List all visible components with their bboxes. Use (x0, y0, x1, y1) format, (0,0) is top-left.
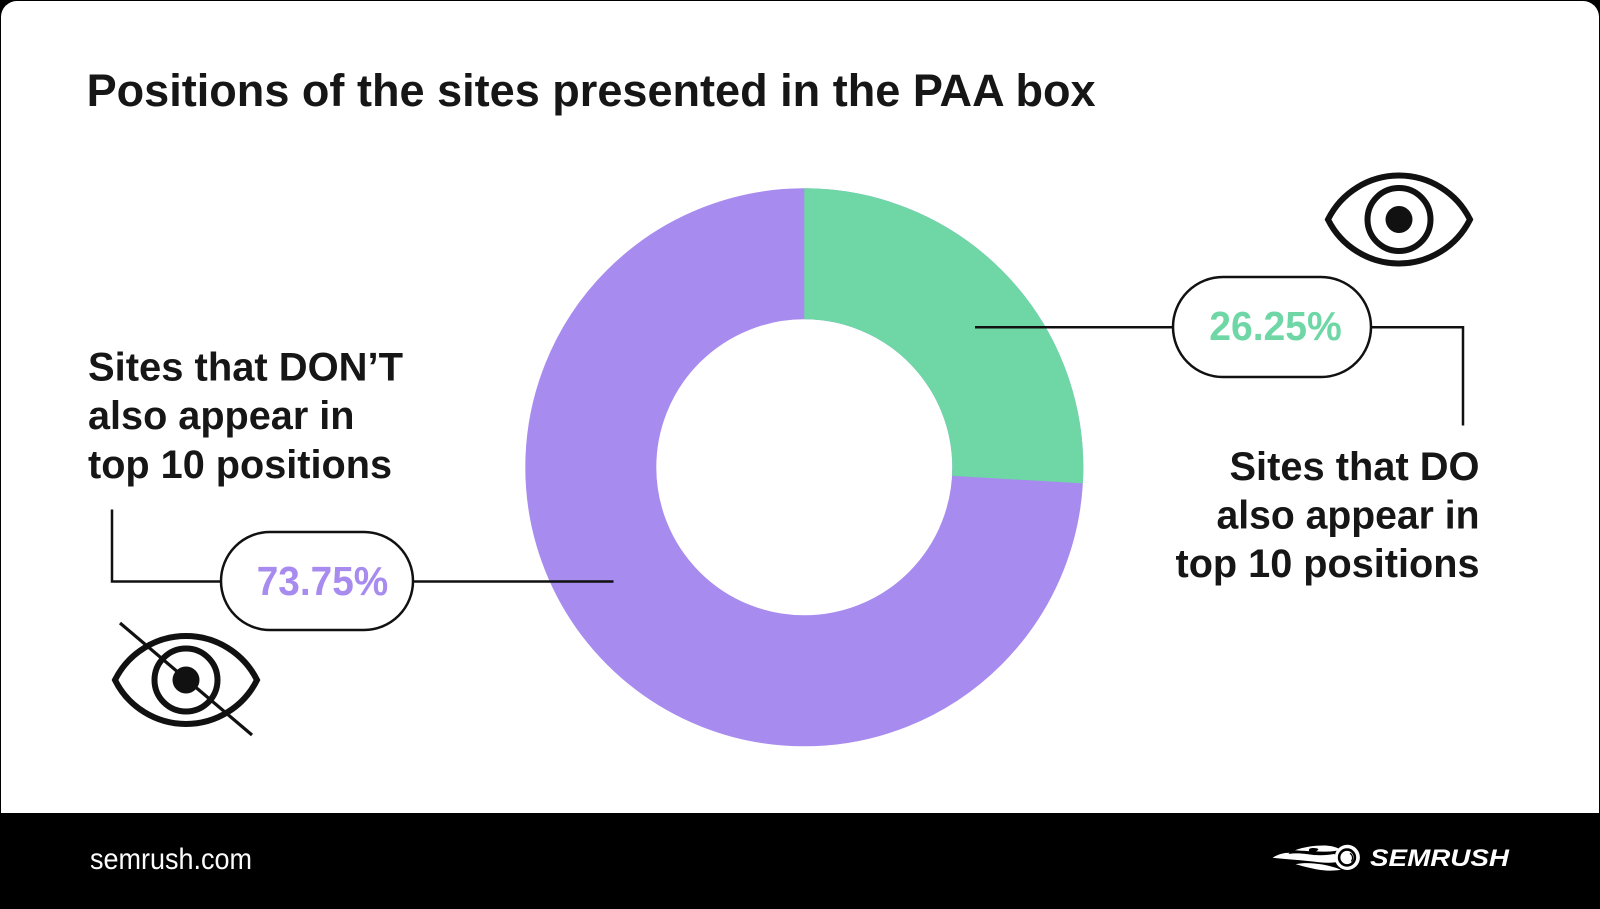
svg-text:also appear in: also appear in (88, 394, 355, 438)
svg-text:semrush.com: semrush.com (90, 843, 252, 876)
svg-text:top 10 positions: top 10 positions (88, 443, 392, 487)
svg-text:SEMRUSH: SEMRUSH (1370, 845, 1510, 872)
svg-text:top 10 positions: top 10 positions (1176, 542, 1480, 586)
svg-text:Positions of the sites present: Positions of the sites presented in the … (87, 65, 1096, 116)
svg-text:also appear in: also appear in (1217, 494, 1480, 538)
svg-text:Sites that DO: Sites that DO (1230, 445, 1480, 489)
svg-text:26.25%: 26.25% (1209, 303, 1342, 349)
svg-text:Sites that DON’T: Sites that DON’T (88, 345, 403, 389)
svg-text:73.75%: 73.75% (257, 558, 389, 604)
